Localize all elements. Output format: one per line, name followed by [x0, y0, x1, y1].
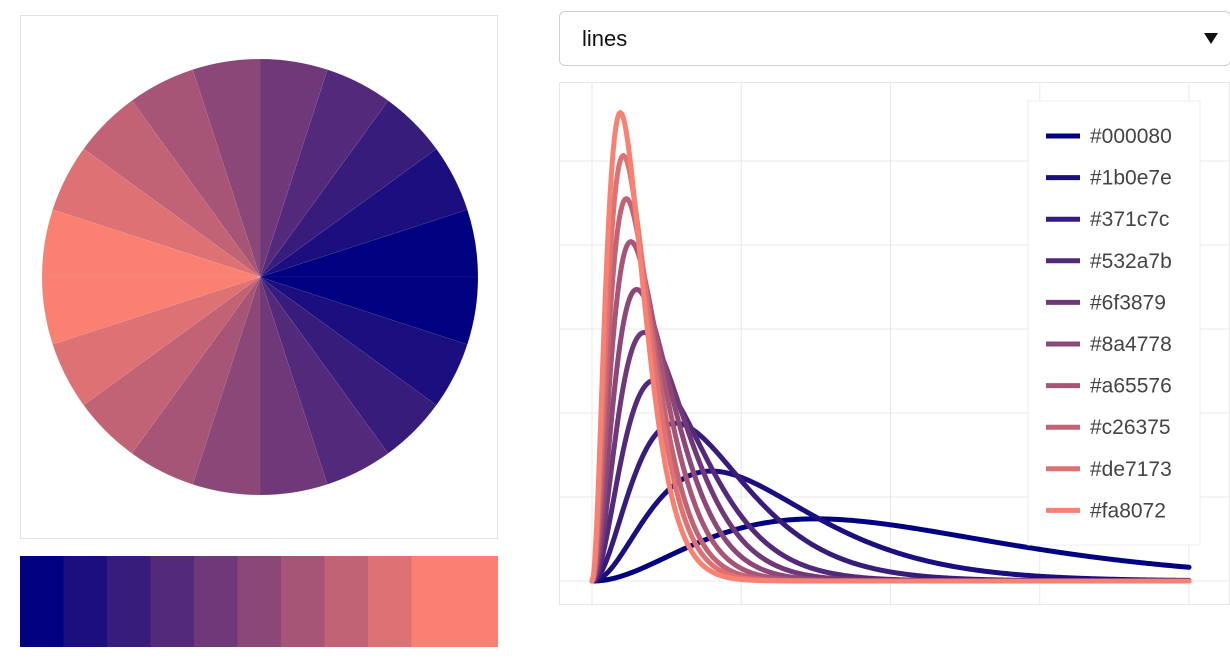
- pie-slice: [41, 209, 261, 278]
- pie-slice: [52, 276, 261, 406]
- pie-chart: [41, 58, 479, 496]
- color-swatch: [368, 556, 412, 647]
- pie-slice: [259, 58, 328, 278]
- legend-label: #fa8072: [1090, 499, 1166, 522]
- pie-slice: [259, 276, 328, 496]
- pie-slice: [131, 276, 261, 485]
- color-swatch: [281, 556, 325, 647]
- legend-label: #c26375: [1090, 416, 1171, 439]
- caret-down-icon[interactable]: [1204, 33, 1218, 44]
- legend-label: #532a7b: [1090, 250, 1172, 273]
- color-swatch: [20, 556, 64, 647]
- legend-label: #a65576: [1090, 375, 1172, 398]
- legend-label: #000080: [1090, 125, 1172, 148]
- chart-type-select-value: lines: [582, 25, 628, 51]
- pie-slice: [259, 100, 437, 278]
- color-swatch: [411, 556, 498, 647]
- pie-chart-panel: [20, 15, 498, 539]
- pie-slice: [259, 209, 479, 278]
- line-chart-panel: #000080 #1b0e7e #371c7c #532a7b #6f3879 #8a47…: [559, 82, 1230, 606]
- color-swatch-strip: [20, 556, 498, 647]
- pie-slice: [131, 69, 261, 278]
- pie-slice: [41, 276, 261, 345]
- legend-label: #371c7c: [1090, 208, 1169, 231]
- pie-slice: [83, 276, 261, 454]
- pie-slice: [259, 276, 389, 485]
- legend-label: #1b0e7e: [1090, 167, 1172, 190]
- chart-type-select[interactable]: lines: [559, 11, 1230, 66]
- pie-slice: [192, 276, 261, 496]
- pie-slice: [52, 148, 261, 278]
- legend: #000080 #1b0e7e #371c7c #532a7b #6f3879 #8a47…: [1027, 100, 1201, 546]
- color-swatch: [324, 556, 369, 647]
- series-line: [589, 110, 1192, 584]
- pie-slice: [259, 69, 389, 278]
- color-swatch: [63, 556, 108, 647]
- color-swatch: [194, 556, 238, 647]
- legend-label: #6f3879: [1090, 291, 1166, 314]
- color-swatch: [150, 556, 195, 647]
- color-swatch: [237, 556, 282, 647]
- color-swatch: [107, 556, 151, 647]
- pie-slice: [259, 276, 437, 454]
- swatch-strip-svg: [20, 556, 498, 647]
- legend-label: #de7173: [1090, 458, 1172, 481]
- pie-slice: [259, 276, 468, 406]
- series-lines: [589, 110, 1192, 584]
- pie-slice: [192, 58, 261, 278]
- series-line: [589, 516, 1192, 584]
- pie-slice: [259, 276, 479, 345]
- legend-label: #8a4778: [1090, 333, 1172, 356]
- pie-slice: [259, 148, 468, 278]
- pie-slice: [83, 100, 261, 278]
- line-chart: #000080 #1b0e7e #371c7c #532a7b #6f3879 #8a47…: [560, 83, 1230, 606]
